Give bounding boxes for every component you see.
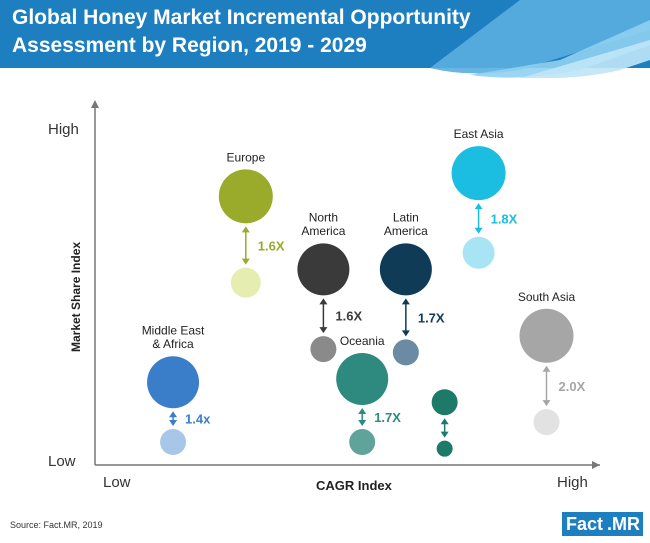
bubble-2019 xyxy=(392,339,419,366)
growth-multiplier-label: 1.7X xyxy=(374,410,401,425)
logo-dot: . xyxy=(607,512,613,536)
bubble-2029 xyxy=(379,243,432,296)
region-label: Middle East & Africa xyxy=(142,323,205,351)
chart-title-line1: Global Honey Market Incremental Opportun… xyxy=(12,6,471,29)
growth-arrow-head-down xyxy=(542,400,551,407)
growth-arrow-head-up xyxy=(474,203,483,210)
y-axis-arrow xyxy=(91,100,99,108)
x-tick-high: High xyxy=(557,474,588,491)
growth-arrow-head-up xyxy=(542,365,551,372)
growth-multiplier-label: 1.7X xyxy=(418,310,445,325)
bubble-2019 xyxy=(349,429,376,456)
y-tick-high: High xyxy=(48,121,79,138)
bubble-2019 xyxy=(160,429,187,456)
bubble-2029 xyxy=(218,169,273,224)
region-label: Europe xyxy=(226,150,265,164)
growth-arrow-head-up xyxy=(241,226,250,233)
bubble-2019 xyxy=(533,409,560,436)
growth-multiplier-label: 1.4x xyxy=(185,412,211,427)
growth-arrow-head-down xyxy=(474,227,483,234)
growth-arrow-head-down xyxy=(169,420,178,427)
region-label: South Asia xyxy=(518,290,576,304)
y-tick-low: Low xyxy=(48,453,76,470)
logo-part1: Fact xyxy=(562,512,608,536)
growth-arrow-head-down xyxy=(319,327,328,334)
growth-arrow-head-up xyxy=(169,411,178,418)
growth-arrow-head-down xyxy=(440,431,449,438)
x-axis-arrow xyxy=(592,461,600,469)
region-label: East Asia xyxy=(454,127,504,141)
growth-arrow-head-down xyxy=(241,258,250,265)
region-label: North America xyxy=(301,210,345,238)
bubble-2029 xyxy=(519,308,574,363)
chart-title-line2: Assessment by Region, 2019 - 2029 xyxy=(12,34,367,57)
header-background xyxy=(0,0,650,78)
bubble-2029 xyxy=(297,243,350,296)
bubble-2019 xyxy=(230,267,261,298)
bubble-2019 xyxy=(310,336,337,363)
bubble-2019 xyxy=(436,440,453,457)
region-label: Oceania xyxy=(340,334,385,348)
bubble-2029 xyxy=(451,146,506,201)
bubble-2029 xyxy=(431,389,458,416)
growth-arrow-head-up xyxy=(358,407,367,414)
bubble-2029 xyxy=(147,356,200,409)
growth-arrow-head-up xyxy=(401,298,410,305)
y-axis-label: Market Share Index xyxy=(69,242,83,352)
bubble-2029 xyxy=(336,352,389,405)
x-axis-label: CAGR Index xyxy=(316,478,393,493)
header-banner: Global Honey Market Incremental Opportun… xyxy=(0,0,650,78)
x-tick-low: Low xyxy=(103,474,131,491)
region-label: Latin America xyxy=(384,210,428,238)
growth-multiplier-label: 2.0X xyxy=(559,379,586,394)
growth-arrow-head-down xyxy=(401,330,410,337)
logo-part2: MR xyxy=(612,512,644,536)
growth-multiplier-label: 1.6X xyxy=(258,239,285,254)
growth-arrow-head-down xyxy=(358,420,367,427)
growth-multiplier-label: 1.8X xyxy=(491,211,518,226)
growth-arrow-head-up xyxy=(440,418,449,425)
growth-multiplier-label: 1.6X xyxy=(335,309,362,324)
bubble-2019 xyxy=(462,236,495,269)
growth-arrow-head-up xyxy=(319,298,328,305)
factmr-logo: Fact. MR xyxy=(562,512,644,536)
source-note: Source: Fact.MR, 2019 xyxy=(10,520,103,530)
